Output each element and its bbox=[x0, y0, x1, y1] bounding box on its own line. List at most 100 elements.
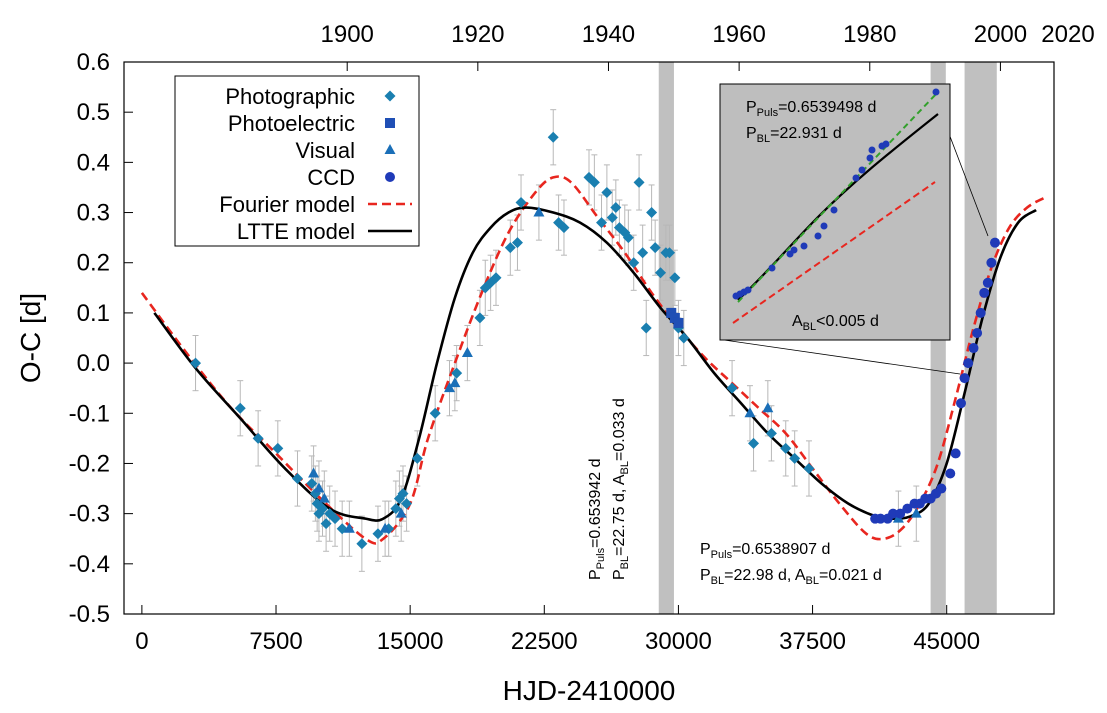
visual-point bbox=[744, 407, 756, 418]
ccd-point bbox=[979, 287, 990, 298]
photoelectric-point bbox=[666, 307, 677, 318]
photographic-point bbox=[252, 432, 264, 444]
legend-label: LTTE model bbox=[237, 219, 355, 244]
band1-p-puls-sub: Puls bbox=[595, 547, 607, 569]
top-tick-label: 1900 bbox=[321, 21, 374, 48]
inset-connector-bottom bbox=[723, 339, 961, 375]
legend-entries: PhotographicPhotoelectricVisualCCDFourie… bbox=[219, 84, 412, 244]
band2-p-puls-sub: Puls bbox=[711, 549, 733, 561]
photographic-point bbox=[411, 452, 423, 464]
ccd-point bbox=[956, 398, 966, 409]
band1-abl-value: =0.033 d bbox=[611, 398, 628, 461]
ccd-point bbox=[888, 508, 899, 519]
visual-point bbox=[313, 482, 325, 493]
y-tick-label: -0.5 bbox=[69, 601, 110, 628]
photographic-point bbox=[317, 503, 329, 515]
band2-abl-value: =0.021 d bbox=[819, 567, 882, 584]
band1-pbl-sub: BL bbox=[619, 556, 631, 569]
legend-label: Visual bbox=[295, 138, 355, 163]
photographic-point bbox=[637, 247, 649, 259]
visual-point bbox=[910, 507, 922, 518]
photographic-point bbox=[633, 176, 645, 188]
band2-pbl-symbol: P bbox=[700, 567, 711, 584]
photographic-point bbox=[474, 312, 486, 324]
inset-ccd-point bbox=[868, 146, 876, 154]
photographic-point bbox=[547, 131, 559, 143]
inset-ccd-point bbox=[882, 140, 890, 148]
inset-ccd-point bbox=[800, 242, 808, 250]
x-tick-label: 15000 bbox=[377, 628, 444, 655]
ccd-point bbox=[950, 448, 961, 459]
photographic-point bbox=[640, 322, 652, 334]
photographic-point bbox=[669, 272, 681, 284]
y-tick-label: 0.0 bbox=[77, 350, 110, 377]
inset-a-symbol: A bbox=[792, 313, 803, 330]
photographic-point bbox=[356, 538, 368, 550]
visual-point bbox=[318, 492, 330, 503]
ccd-point bbox=[895, 508, 906, 519]
photographic-point bbox=[272, 442, 284, 454]
band2-pbl-sub: BL bbox=[711, 575, 724, 587]
photographic-point bbox=[606, 212, 618, 224]
visual-point bbox=[343, 522, 355, 533]
top-tick-label: 2020 bbox=[1041, 21, 1094, 48]
y-tick-label: 0.4 bbox=[77, 149, 110, 176]
photographic-point bbox=[596, 217, 608, 229]
inset-ccd-point bbox=[768, 264, 776, 272]
photographic-point bbox=[588, 176, 600, 188]
inset-red-trend bbox=[732, 181, 936, 324]
visual-point bbox=[449, 377, 461, 388]
top-tick-label: 2000 bbox=[974, 21, 1027, 48]
photographic-point bbox=[601, 186, 613, 198]
inset-ccd-point bbox=[744, 286, 752, 294]
y-tick-label: -0.4 bbox=[69, 551, 110, 578]
x-tick-label: 0 bbox=[135, 628, 148, 655]
photographic-point bbox=[429, 407, 441, 419]
photoelectric-point bbox=[673, 317, 684, 328]
x-tick-label: 22500 bbox=[511, 628, 578, 655]
inset-p-puls: PPuls=0.6539498 d bbox=[746, 99, 876, 119]
photographic-point bbox=[504, 242, 516, 254]
visual-point bbox=[444, 382, 455, 393]
legend-label: CCD bbox=[307, 165, 355, 190]
ccd-point bbox=[975, 307, 986, 318]
inset-ccd-point bbox=[820, 222, 828, 230]
ccd-point bbox=[972, 327, 983, 338]
y-axis-label: O-C [d] bbox=[15, 293, 46, 383]
inset-p-symbol: P bbox=[746, 99, 757, 116]
inset-pbl-symbol: P bbox=[746, 125, 757, 142]
svg-text:PPuls=0.653942 d: PPuls=0.653942 d bbox=[587, 459, 607, 581]
visual-point bbox=[379, 522, 391, 533]
fourier-model-curve bbox=[140, 175, 1046, 545]
inset-ccd-point bbox=[932, 88, 940, 96]
photographic-point bbox=[401, 498, 413, 510]
legend-label: Photoelectric bbox=[228, 111, 355, 136]
inset-ccd-point bbox=[852, 174, 860, 182]
photographic-point bbox=[789, 452, 801, 464]
band1-abl-sub: BL bbox=[619, 461, 631, 474]
inset-a-bl: ABL<0.005 d bbox=[792, 313, 879, 333]
photographic-point bbox=[515, 197, 527, 209]
top-tick-label: 1940 bbox=[582, 21, 635, 48]
photographic-point bbox=[558, 222, 570, 234]
photographic-point bbox=[190, 357, 202, 369]
photographic-point bbox=[306, 478, 318, 490]
band1-pbl-value: =22.75 d, A bbox=[611, 474, 628, 556]
fourier-model-curve-group bbox=[140, 175, 1046, 545]
x-axis-ticks: 0 7500 15000 22500 30000 37500 45000 bbox=[135, 605, 980, 655]
band2-annotation: PPuls=0.6538907 d PBL=22.98 d, ABL=0.021… bbox=[700, 541, 882, 587]
photographic-point bbox=[655, 267, 667, 279]
x-tick-label: 37500 bbox=[779, 628, 846, 655]
photographic-point bbox=[622, 232, 634, 244]
ccd-point bbox=[959, 373, 970, 384]
photographic-point bbox=[649, 242, 661, 254]
inset-ccd-point bbox=[858, 166, 866, 174]
photographic-point bbox=[803, 462, 815, 474]
photographic-point bbox=[291, 473, 303, 485]
ccd-point bbox=[986, 257, 997, 268]
y-tick-label: -0.3 bbox=[69, 501, 110, 528]
visual-point bbox=[308, 467, 320, 478]
visual-point bbox=[533, 206, 545, 217]
photographic-point bbox=[490, 272, 502, 284]
